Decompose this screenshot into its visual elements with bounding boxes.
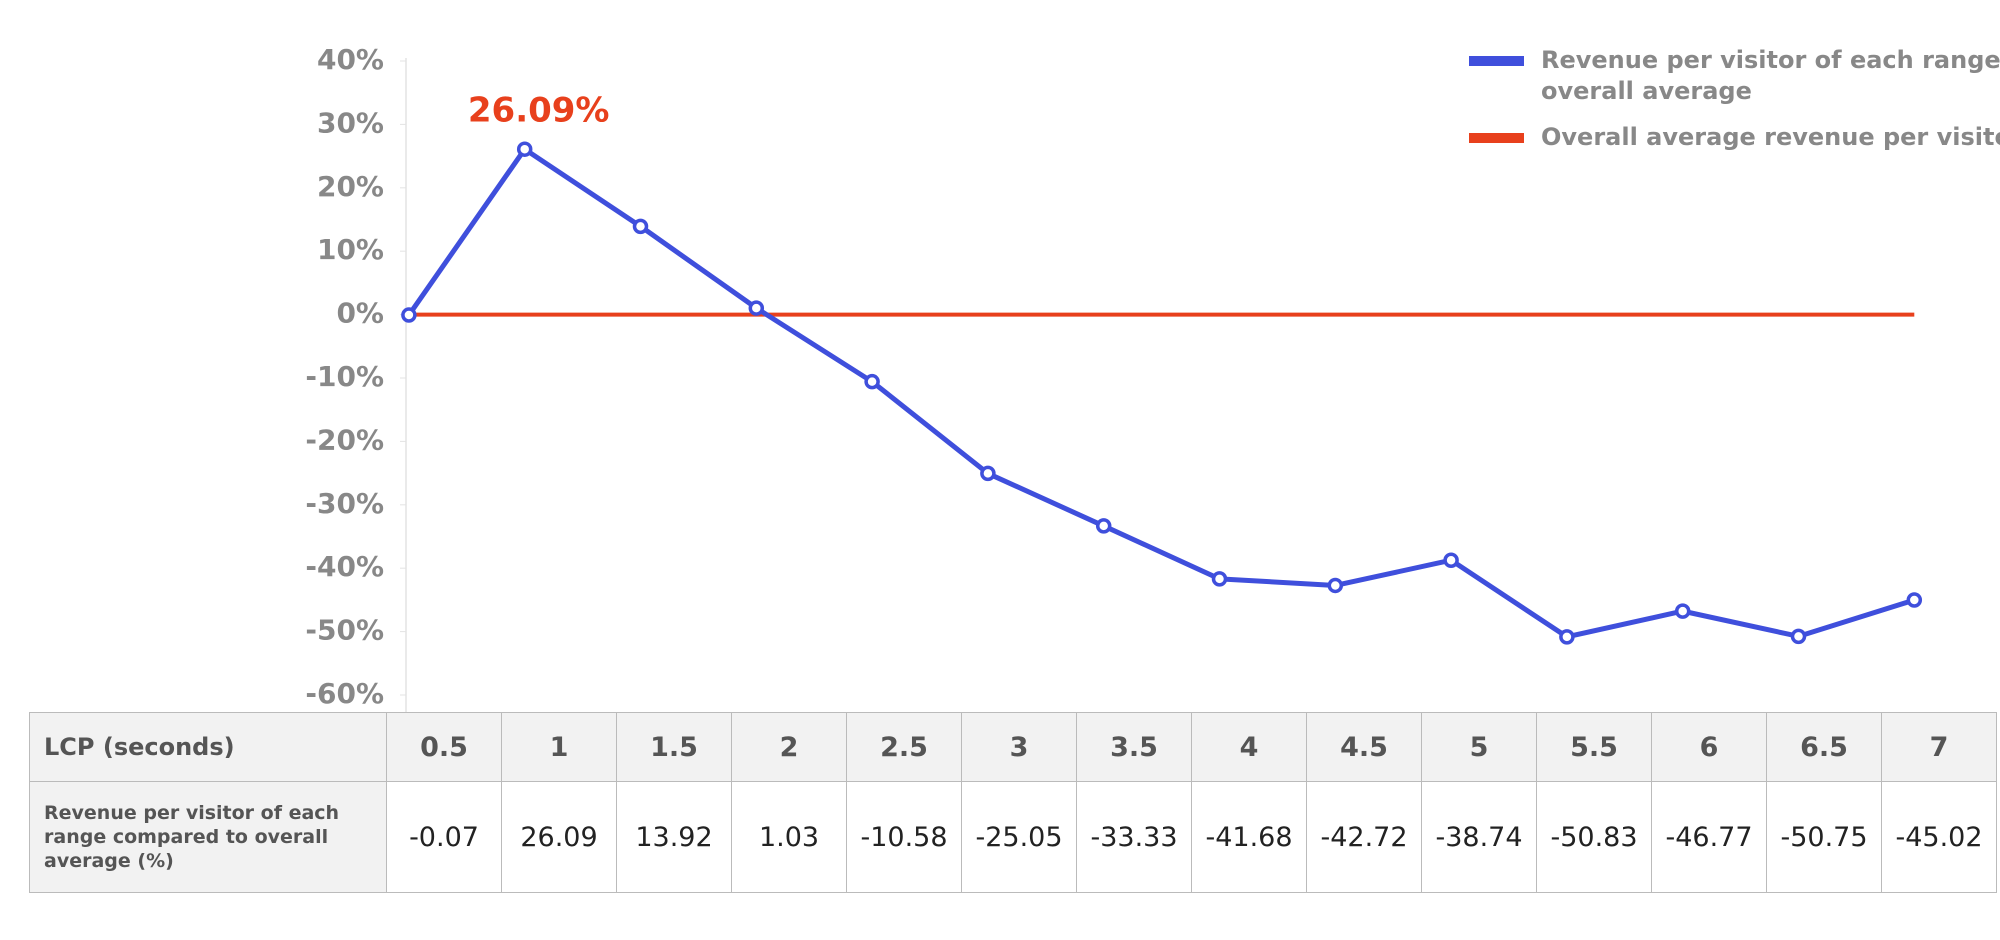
- value-cell: -41.68: [1191, 781, 1307, 893]
- category-cell: 2.5: [846, 712, 962, 782]
- value-cell: -25.05: [961, 781, 1077, 893]
- value-cell: -42.72: [1306, 781, 1422, 893]
- category-cell: 1.5: [616, 712, 732, 782]
- category-cell: 5: [1421, 712, 1537, 782]
- data-point: [1327, 577, 1344, 594]
- data-point: [1906, 592, 1923, 608]
- y-tick-label: -30%: [305, 487, 384, 520]
- category-cell: 3.5: [1076, 712, 1192, 782]
- table-value-row: Revenue per visitor of each range compar…: [29, 781, 1997, 893]
- y-tick-label: 40%: [317, 43, 384, 76]
- value-cell: 26.09: [501, 781, 617, 893]
- series-line: [406, 146, 1916, 640]
- data-point: [1674, 603, 1691, 619]
- legend-label: Overall average revenue per visitor: [1541, 123, 2000, 151]
- y-tick-label: 30%: [317, 106, 384, 139]
- y-tick-label: -40%: [305, 550, 384, 583]
- data-point: [864, 373, 880, 390]
- data-point: [1559, 629, 1575, 645]
- category-cell: 2: [731, 712, 847, 782]
- data-table: LCP (seconds) 0.5 1 1.5 2 2.5 3 3.5 4 4.5 5 5.5 6 6.5…: [29, 712, 1997, 893]
- category-cell: 6.5: [1766, 712, 1882, 782]
- data-point: [1095, 518, 1112, 534]
- y-tick-label: -50%: [305, 614, 384, 647]
- y-tick-label: 10%: [317, 233, 384, 266]
- category-cell: 1: [501, 712, 617, 782]
- category-cell: 7: [1881, 712, 1997, 782]
- y-tick-label: 0%: [336, 297, 384, 330]
- y-tick-label: 20%: [317, 170, 384, 203]
- data-point: [401, 307, 417, 323]
- row-header: LCP (seconds): [29, 712, 387, 782]
- table-header-row: LCP (seconds) 0.5 1 1.5 2 2.5 3 3.5 4 4.5 5 5.5 6 6.5…: [29, 712, 1997, 782]
- value-cell: -50.75: [1766, 781, 1882, 893]
- category-cell: 4: [1191, 712, 1307, 782]
- data-point: [1443, 552, 1459, 568]
- legend-swatch: [1469, 133, 1524, 143]
- category-cell: 3: [961, 712, 1077, 782]
- value-cell: 1.03: [731, 781, 847, 893]
- legend-label: Revenue per visitor of each range compar…: [1541, 46, 2000, 105]
- data-point: [1790, 628, 1807, 645]
- category-cell: 6: [1651, 712, 1767, 782]
- row-header: Revenue per visitor of each range compar…: [29, 781, 387, 893]
- y-tick-label: -20%: [305, 423, 384, 456]
- value-cell: -45.02: [1881, 781, 1997, 893]
- y-tick-label: -10%: [305, 360, 384, 393]
- category-cell: 5.5: [1536, 712, 1652, 782]
- y-tick-label: -60%: [305, 677, 384, 710]
- value-cell: -33.33: [1076, 781, 1192, 893]
- value-cell: -10.58: [846, 781, 962, 893]
- value-cell: -38.74: [1421, 781, 1537, 893]
- annotation: 26.09%: [468, 91, 610, 131]
- data-point: [632, 218, 649, 235]
- category-cell: 4.5: [1306, 712, 1422, 782]
- data-point: [980, 465, 996, 482]
- value-cell: -50.83: [1536, 781, 1652, 893]
- value-cell: 13.92: [616, 781, 732, 893]
- legend-swatch: [1469, 56, 1524, 66]
- value-cell: -46.77: [1651, 781, 1767, 893]
- data-point: [1211, 571, 1228, 587]
- category-cell: 0.5: [386, 712, 502, 782]
- data-point: [516, 141, 533, 157]
- value-cell: -0.07: [386, 781, 502, 893]
- data-point: [748, 300, 765, 316]
